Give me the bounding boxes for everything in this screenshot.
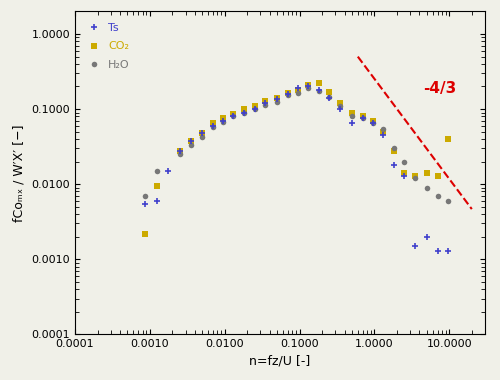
- H₂O: [154, 169, 160, 173]
- Ts: [360, 116, 366, 121]
- Ts: [274, 97, 280, 101]
- H₂O: [326, 95, 332, 99]
- Ts: [252, 107, 258, 111]
- H₂O: [316, 89, 322, 93]
- H₂O: [360, 116, 366, 121]
- Line: Ts: Ts: [141, 83, 451, 254]
- Ts: [444, 249, 450, 253]
- H₂O: [305, 86, 311, 90]
- Ts: [285, 92, 291, 96]
- CO₂: [305, 82, 311, 87]
- CO₂: [154, 184, 160, 188]
- Ts: [326, 96, 332, 100]
- Line: CO₂: CO₂: [141, 80, 451, 237]
- CO₂: [142, 231, 148, 236]
- CO₂: [349, 110, 355, 115]
- CO₂: [252, 104, 258, 108]
- H₂O: [285, 93, 291, 97]
- CO₂: [285, 90, 291, 95]
- Ts: [142, 201, 148, 206]
- H₂O: [390, 146, 396, 150]
- H₂O: [176, 152, 182, 157]
- X-axis label: n=fz/U [-]: n=fz/U [-]: [250, 355, 310, 368]
- Ts: [210, 124, 216, 128]
- H₂O: [349, 114, 355, 119]
- CO₂: [262, 98, 268, 103]
- CO₂: [210, 121, 216, 125]
- Ts: [188, 138, 194, 143]
- H₂O: [424, 185, 430, 190]
- CO₂: [370, 119, 376, 123]
- CO₂: [176, 148, 182, 153]
- CO₂: [380, 130, 386, 134]
- H₂O: [230, 114, 236, 119]
- CO₂: [295, 88, 301, 92]
- H₂O: [262, 102, 268, 107]
- H₂O: [434, 193, 440, 198]
- CO₂: [274, 96, 280, 100]
- Ts: [434, 249, 440, 253]
- CO₂: [434, 173, 440, 178]
- CO₂: [316, 81, 322, 86]
- Ts: [338, 107, 344, 111]
- H₂O: [412, 176, 418, 180]
- Text: -4/3: -4/3: [424, 81, 456, 96]
- Ts: [230, 114, 236, 119]
- CO₂: [390, 148, 396, 153]
- CO₂: [241, 107, 247, 111]
- H₂O: [252, 107, 258, 111]
- CO₂: [401, 171, 407, 176]
- Legend: Ts, CO₂, H₂O: Ts, CO₂, H₂O: [80, 17, 136, 76]
- Ts: [295, 86, 301, 90]
- Ts: [305, 84, 311, 89]
- Ts: [390, 163, 396, 167]
- Ts: [380, 133, 386, 138]
- H₂O: [380, 126, 386, 131]
- Ts: [316, 88, 322, 92]
- Y-axis label: fCoₘₓ / W′X′ [−]: fCoₘₓ / W′X′ [−]: [13, 124, 26, 222]
- H₂O: [199, 135, 205, 140]
- Ts: [241, 110, 247, 115]
- Ts: [220, 119, 226, 123]
- Line: H₂O: H₂O: [142, 86, 450, 204]
- Ts: [370, 121, 376, 125]
- H₂O: [370, 121, 376, 125]
- Ts: [424, 234, 430, 239]
- Ts: [262, 101, 268, 105]
- CO₂: [412, 173, 418, 178]
- H₂O: [338, 104, 344, 108]
- Ts: [199, 131, 205, 135]
- Ts: [401, 173, 407, 178]
- CO₂: [424, 171, 430, 176]
- Ts: [349, 121, 355, 125]
- H₂O: [210, 125, 216, 129]
- H₂O: [142, 193, 148, 198]
- CO₂: [230, 112, 236, 117]
- Ts: [176, 148, 182, 153]
- CO₂: [338, 101, 344, 105]
- Ts: [165, 169, 171, 173]
- H₂O: [444, 199, 450, 203]
- H₂O: [241, 110, 247, 115]
- CO₂: [199, 131, 205, 135]
- H₂O: [401, 159, 407, 164]
- H₂O: [274, 100, 280, 104]
- H₂O: [295, 90, 301, 95]
- H₂O: [220, 119, 226, 124]
- Ts: [412, 244, 418, 249]
- CO₂: [444, 137, 450, 141]
- Ts: [154, 199, 160, 203]
- CO₂: [360, 114, 366, 119]
- CO₂: [220, 116, 226, 121]
- H₂O: [188, 143, 194, 147]
- CO₂: [326, 90, 332, 94]
- CO₂: [188, 138, 194, 143]
